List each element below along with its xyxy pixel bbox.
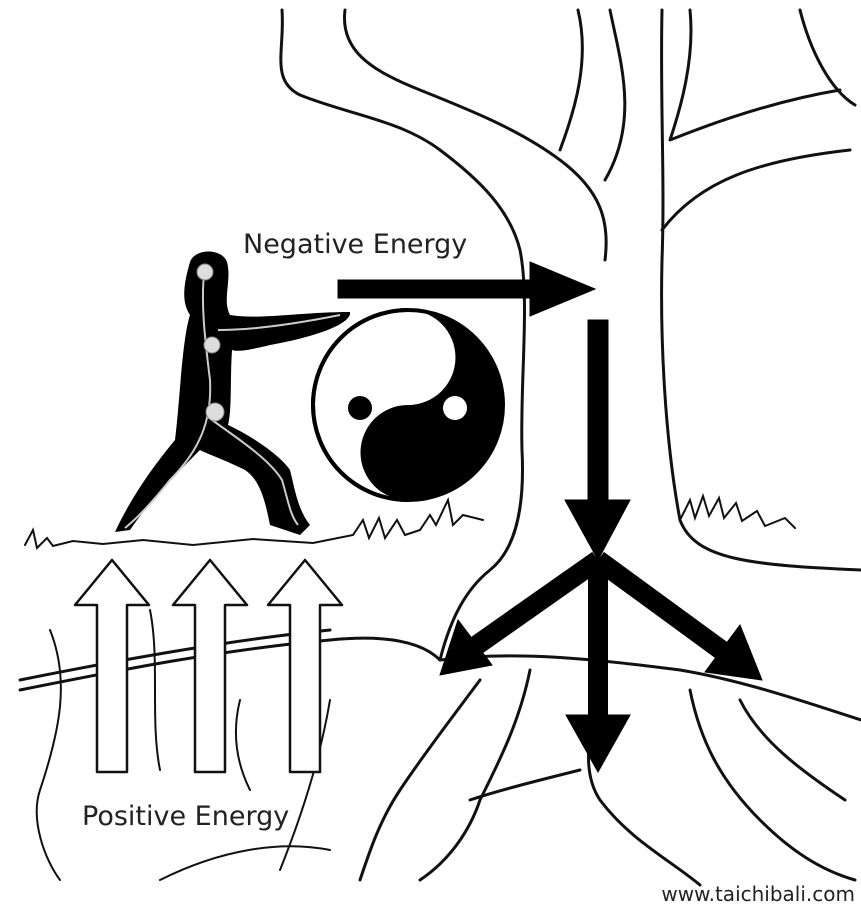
page: Negative Energy Positive Energy www.taic… [0,0,861,907]
yin-yang [313,308,503,500]
illustration: Negative Energy Positive Energy www.taic… [0,0,861,907]
positive-label: Positive Energy [82,801,289,832]
footer-url: www.taichibali.com [661,882,855,906]
positive-arrows [75,560,342,772]
negative-label: Negative Energy [243,229,467,260]
